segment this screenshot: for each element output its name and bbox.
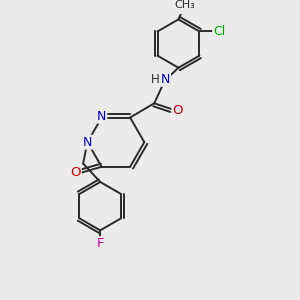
Text: N: N bbox=[97, 110, 106, 123]
Text: N: N bbox=[161, 73, 170, 86]
Text: CH₃: CH₃ bbox=[175, 0, 195, 10]
Text: F: F bbox=[97, 237, 104, 250]
Text: O: O bbox=[70, 166, 81, 179]
Text: H: H bbox=[151, 73, 159, 86]
Text: Cl: Cl bbox=[213, 25, 225, 38]
Text: O: O bbox=[172, 104, 183, 117]
Text: N: N bbox=[83, 136, 92, 149]
